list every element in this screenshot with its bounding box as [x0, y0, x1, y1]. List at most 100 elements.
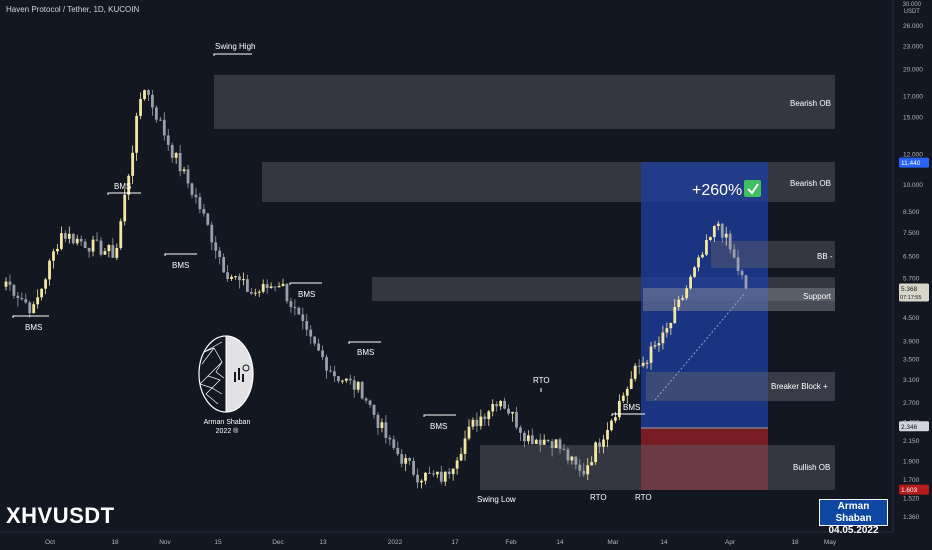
x-tick-label: May — [824, 539, 837, 546]
zones-layer — [214, 75, 835, 490]
candle — [297, 306, 301, 315]
candle — [301, 307, 305, 330]
candle — [384, 415, 388, 444]
candle — [574, 456, 578, 470]
candle — [483, 413, 487, 426]
candle — [376, 412, 380, 435]
candle — [629, 371, 633, 389]
y-tick-label: 26.000 — [903, 23, 923, 30]
y-tick-label: 2.150 — [903, 438, 920, 445]
candle — [222, 253, 226, 274]
candle — [534, 438, 538, 445]
candle — [261, 279, 265, 294]
y-tick-label: 20.000 — [903, 67, 923, 74]
candle — [669, 322, 673, 335]
zone-label-bullish-ob: Bullish OB — [793, 463, 830, 472]
candle — [329, 365, 332, 373]
chart-title: Haven Protocol / Tether, 1D, KUCOIN — [6, 5, 140, 14]
candle — [724, 226, 728, 246]
candle — [740, 268, 744, 280]
candle — [277, 282, 281, 288]
candle — [16, 291, 20, 307]
check-mark-icon — [744, 180, 761, 197]
candle — [265, 279, 269, 294]
candle — [151, 90, 154, 116]
bms-bracket-3 — [164, 253, 197, 256]
candle — [115, 243, 119, 261]
candle — [75, 234, 79, 246]
candle — [206, 212, 210, 226]
candle — [491, 399, 495, 417]
candle — [52, 248, 55, 269]
candle — [344, 378, 348, 383]
candle — [443, 471, 447, 486]
candle — [317, 338, 321, 352]
candle — [685, 285, 689, 301]
candle — [99, 237, 103, 257]
candle — [637, 359, 641, 375]
candle — [657, 336, 661, 352]
ticker-label: XHVUSDT — [6, 503, 115, 528]
candle — [158, 117, 162, 122]
candle — [238, 273, 241, 289]
candle — [313, 336, 317, 347]
bms-label-3: BMS — [172, 261, 189, 270]
candle — [439, 465, 443, 485]
candle — [665, 322, 669, 338]
candle — [131, 145, 135, 184]
candle — [507, 404, 510, 416]
candle — [542, 434, 546, 445]
candle — [471, 417, 475, 430]
candle — [95, 232, 99, 242]
candle — [641, 356, 645, 368]
candle — [321, 345, 324, 361]
candle — [412, 457, 415, 477]
candle — [598, 438, 601, 454]
y-tick-label: 1.360 — [903, 514, 920, 521]
candle — [396, 441, 400, 457]
swing-low-label: Swing Low — [477, 495, 516, 504]
candle — [166, 129, 170, 151]
author-date: 04.05.2022 — [828, 525, 879, 536]
zone-label-bb-minus: BB - — [817, 252, 833, 261]
y-tick-label: 2.700 — [903, 400, 920, 407]
candle — [154, 105, 158, 123]
axis-unit: 30.000 USDT — [903, 2, 921, 16]
x-tick-label: 17 — [451, 539, 459, 546]
swing-high-label: Swing High — [215, 42, 255, 51]
candle — [701, 251, 704, 259]
candle — [87, 247, 91, 258]
price-badge-entry — [899, 421, 929, 432]
zone-label-support: Support — [803, 292, 832, 301]
x-tick-label: 18 — [791, 539, 799, 546]
candle — [693, 266, 696, 279]
candle — [63, 230, 67, 243]
candle — [590, 456, 594, 466]
candle — [661, 325, 665, 350]
zone-label-bearish-ob-1: Bearish OB — [790, 99, 831, 108]
bms-label-6: BMS — [430, 422, 447, 431]
y-tick-label: 1.520 — [903, 495, 920, 502]
candle — [372, 404, 376, 419]
candle — [475, 412, 479, 432]
candle — [71, 233, 75, 245]
candle — [103, 247, 107, 255]
candle — [79, 235, 83, 246]
candle — [32, 301, 36, 314]
price-axis: 26.000 23.000 20.000 17.000 15.000 12.000 10.0… — [892, 0, 923, 532]
candle — [712, 225, 716, 242]
candle — [538, 433, 542, 453]
logo-caption-year: 2022 ® — [215, 428, 239, 435]
author-name: Arman Shaban — [835, 501, 872, 524]
candle — [586, 458, 590, 480]
bullish-ob-zone — [480, 445, 835, 490]
candle — [257, 289, 261, 298]
candle — [689, 274, 692, 290]
candle — [194, 188, 198, 204]
bms-label-7: BMS — [623, 403, 640, 412]
candle — [281, 278, 285, 287]
price-badge-value: 5.368 — [901, 286, 918, 293]
candle — [67, 226, 71, 244]
candle — [360, 381, 364, 400]
